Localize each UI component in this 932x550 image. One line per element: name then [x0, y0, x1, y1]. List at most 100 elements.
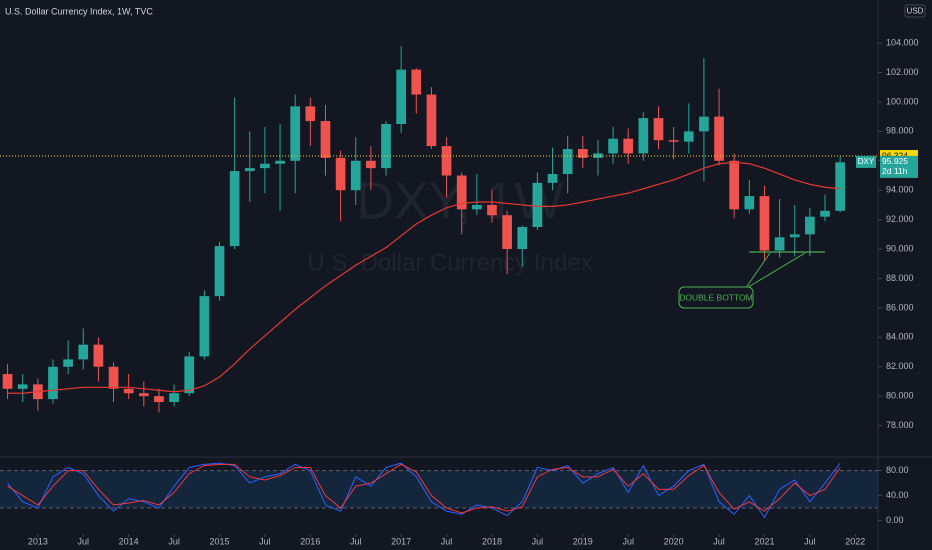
candle-body — [623, 138, 634, 154]
x-tick-label: Jul — [713, 536, 725, 546]
y-tick-label: 94.000 — [886, 185, 914, 195]
candle-body — [154, 396, 164, 403]
y-tick-label: 82.000 — [886, 361, 914, 371]
candle-body — [805, 216, 815, 235]
candle-body — [108, 366, 119, 389]
y-tick-label: 84.000 — [886, 332, 914, 342]
x-tick-label: Jul — [78, 536, 90, 546]
y-tick-label: 88.000 — [886, 273, 914, 283]
x-tick-label: 2013 — [28, 536, 48, 546]
currency-badge[interactable] — [904, 4, 926, 18]
annotation-callout: DOUBLE BOTTOM — [678, 252, 806, 309]
candle-body — [502, 215, 512, 250]
x-tick-label: Jul — [350, 536, 362, 546]
x-tick-label: Jul — [532, 536, 544, 546]
candle-body — [441, 146, 452, 176]
candle-body — [138, 393, 149, 397]
last-symbol-badge — [856, 155, 876, 168]
x-tick-label: Jul — [804, 536, 816, 546]
candle-body — [472, 204, 482, 210]
candle-body — [63, 359, 73, 367]
callout-pointer — [744, 252, 806, 290]
moving-average — [7, 161, 841, 394]
x-tick-label: 2015 — [209, 536, 229, 546]
x-tick-label: 2019 — [573, 536, 593, 546]
candle-body — [93, 344, 104, 367]
y-tick-label: 40.00 — [886, 490, 909, 500]
candle-body — [456, 175, 467, 210]
x-tick-label: 2014 — [119, 536, 139, 546]
candle-body — [199, 296, 210, 357]
candle-body — [229, 171, 240, 247]
candle-body — [820, 210, 830, 217]
candle-body — [169, 393, 179, 403]
callout-box — [678, 286, 754, 309]
x-tick-label: 2016 — [300, 536, 320, 546]
candle-body — [366, 160, 376, 169]
candle-body — [547, 174, 558, 183]
y-tick-label: 98.000 — [886, 126, 914, 136]
candle-body — [411, 69, 422, 95]
candle-body — [714, 116, 724, 161]
candle-body — [350, 160, 361, 191]
currency-label[interactable]: USD — [907, 7, 924, 16]
candle-body — [789, 234, 800, 238]
candle-body — [335, 157, 346, 191]
candle-body — [275, 160, 285, 164]
candle-body — [759, 196, 770, 251]
x-tick-label: 2021 — [754, 536, 774, 546]
y-tick-label: 86.000 — [886, 302, 914, 312]
callout-pointer — [744, 252, 771, 290]
candle-body — [653, 118, 664, 141]
y-tick-label: 102.000 — [886, 67, 919, 77]
candle-body — [744, 196, 755, 210]
watermark-name: U.S. Dollar Currency Index — [307, 249, 592, 276]
x-tick-label: Jul — [622, 536, 634, 546]
candle-body — [2, 374, 13, 389]
y-tick-label: 100.000 — [886, 96, 919, 106]
candle-body — [17, 384, 28, 389]
price-line-label: 96.324 — [882, 150, 908, 160]
y-tick-label: 80.00 — [886, 465, 909, 475]
x-tick-label: 2020 — [664, 536, 684, 546]
candle-body — [214, 246, 225, 297]
x-tick-label: Jul — [168, 536, 180, 546]
candle-body — [123, 388, 134, 394]
candle-body — [320, 121, 331, 158]
candle-body — [683, 131, 694, 142]
candle-body — [729, 160, 740, 210]
y-tick-label: 104.000 — [886, 37, 919, 47]
candle-body — [487, 204, 497, 216]
callout-text: DOUBLE BOTTOM — [679, 292, 753, 302]
candle-body — [78, 344, 89, 360]
candle-body — [290, 106, 301, 161]
candle-body — [532, 182, 543, 227]
x-tick-label: 2018 — [482, 536, 502, 546]
candle-body — [260, 163, 270, 169]
candle-body — [577, 149, 588, 158]
y-tick-label: 78.000 — [886, 420, 914, 430]
candle-body — [835, 162, 845, 211]
y-tick-label: 90.000 — [886, 243, 914, 253]
candle-body — [244, 168, 255, 172]
last-symbol: DXY — [858, 157, 875, 166]
candle-body — [48, 366, 58, 400]
oscillator-line — [7, 462, 841, 519]
x-tick-label: 2017 — [391, 536, 411, 546]
candle-body — [668, 140, 679, 142]
countdown: 2d 11h — [882, 166, 908, 176]
x-tick-label: Jul — [441, 536, 453, 546]
candle-body — [699, 116, 709, 132]
y-tick-label: 0.00 — [886, 515, 904, 525]
candle-body — [305, 106, 316, 122]
candle-body — [396, 69, 406, 125]
x-tick-label: 2022 — [845, 536, 865, 546]
last-price: 95.925 — [882, 156, 908, 166]
candle-body — [638, 118, 649, 154]
chart-title: U.S. Dollar Currency Index, 1W, TVC — [5, 6, 153, 16]
last-price-badge — [880, 155, 918, 178]
candle-body — [608, 138, 618, 154]
